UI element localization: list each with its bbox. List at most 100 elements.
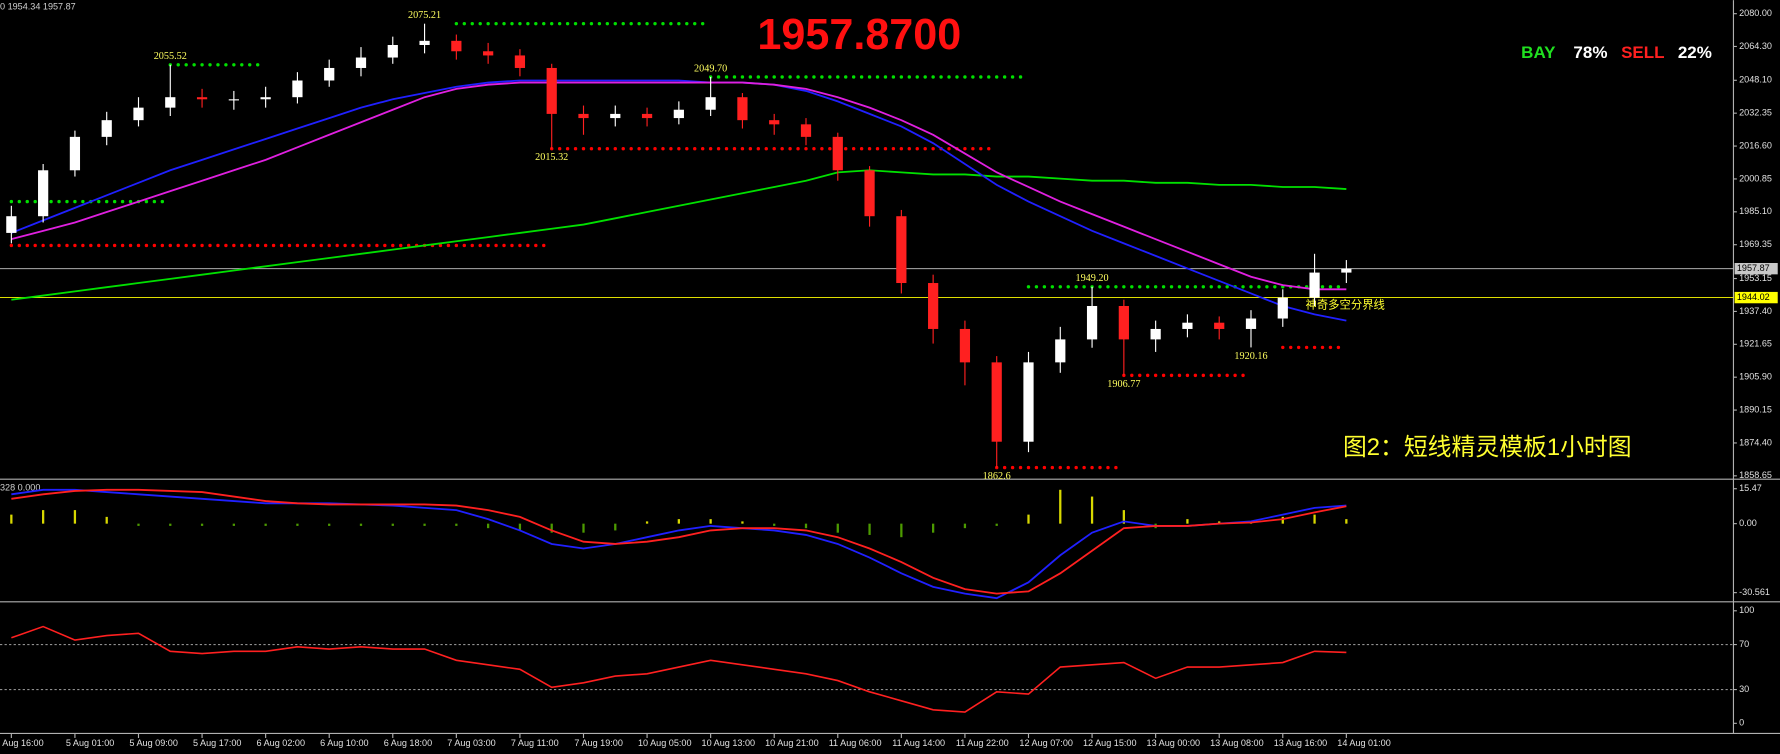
chart-title: 1957.8700 <box>757 11 961 59</box>
y-tick-label: 100 <box>1739 605 1754 615</box>
price-tag-label: 1957.87 <box>1737 263 1770 273</box>
candle-body <box>1245 318 1257 329</box>
candle-body <box>324 67 335 81</box>
annotation: 2049.70 <box>694 63 727 74</box>
candle-body <box>260 97 271 100</box>
buy-label: BAY <box>1521 43 1556 62</box>
histogram-bar <box>487 523 490 529</box>
histogram-bar <box>1313 514 1316 524</box>
histogram-bar <box>391 523 394 526</box>
x-tick-label: 11 Aug 06:00 <box>829 738 882 748</box>
candle-body <box>165 97 176 108</box>
candle-body <box>1309 272 1320 298</box>
x-tick-label: 5 Aug 01:00 <box>66 738 114 748</box>
y-tick-label: 70 <box>1739 639 1749 649</box>
annotation: 1920.16 <box>1234 351 1267 362</box>
y-tick-label: 2064.30 <box>1739 41 1772 51</box>
candle-body <box>864 170 875 217</box>
histogram-bar <box>582 523 585 533</box>
x-tick-label: 10 Aug 21:00 <box>765 738 819 748</box>
candle-body <box>1214 322 1225 329</box>
candle-body <box>133 107 144 121</box>
candle-body <box>578 113 589 119</box>
histogram-bar <box>232 523 235 526</box>
candle-body <box>1182 322 1193 329</box>
candle-body <box>705 97 716 110</box>
histogram-bar <box>677 519 680 524</box>
x-tick-label: 14 Aug 01:00 <box>1337 738 1391 748</box>
candle-body <box>737 97 748 121</box>
x-tick-label: 7 Aug 19:00 <box>574 738 622 748</box>
y-tick-label: 2016.60 <box>1739 140 1772 150</box>
histogram-bar <box>963 523 967 529</box>
histogram-bar <box>804 523 808 529</box>
candle-body <box>387 45 398 58</box>
histogram-bar <box>423 523 426 526</box>
candle-body <box>1023 362 1034 442</box>
y-tick-label: 1890.15 <box>1739 404 1772 414</box>
x-tick-label: 6 Aug 18:00 <box>384 738 432 748</box>
histogram-bar <box>1345 519 1348 524</box>
y-tick-label: 1953.15 <box>1739 273 1772 283</box>
candle-body <box>673 109 684 119</box>
histogram-bar <box>1090 496 1094 524</box>
candle-body <box>928 283 939 329</box>
y-tick-label: 2000.85 <box>1739 173 1772 183</box>
line <box>11 488 1347 600</box>
histogram-bar <box>645 521 649 524</box>
histogram-bar <box>42 510 45 524</box>
x-tick-label: 13 Aug 08:00 <box>1210 738 1264 748</box>
y-tick-label: 1969.35 <box>1739 239 1772 249</box>
candle-body <box>1277 297 1288 319</box>
histogram-bar <box>10 514 13 524</box>
x-tick-label: 5 Aug 09:00 <box>129 738 177 748</box>
y-tick-label: 1985.10 <box>1739 206 1772 216</box>
y-tick-label: 1937.40 <box>1739 306 1772 316</box>
x-tick-label: 6 Aug 10:00 <box>320 738 368 748</box>
candle-body <box>69 136 81 171</box>
x-tick-label: 5 Aug 17:00 <box>193 738 241 748</box>
y-tick-label: 2048.10 <box>1739 75 1772 85</box>
histogram-bar <box>328 523 331 526</box>
histogram-bar <box>200 523 204 526</box>
caption: 图2：短线精灵模板1小时图 <box>1343 434 1632 461</box>
line <box>11 625 1347 713</box>
sell-label: SELL <box>1621 43 1665 62</box>
annotation: 2015.32 <box>535 152 568 163</box>
histogram-bar <box>773 523 776 526</box>
y-tick-label: 15.47 <box>1739 483 1762 493</box>
candle-body <box>196 97 208 100</box>
price-tag <box>1734 291 1778 304</box>
candle-body <box>228 99 239 101</box>
candle-body <box>1150 328 1161 340</box>
histogram-bar <box>614 523 617 531</box>
line <box>11 169 1347 301</box>
histogram-bar <box>1218 521 1221 524</box>
annotation: 2075.21 <box>408 10 441 21</box>
candle-body <box>1086 305 1098 340</box>
candle-body <box>1118 305 1129 340</box>
y-tick-label: 1905.90 <box>1739 372 1772 382</box>
annotation: 1906.77 <box>1107 379 1140 390</box>
candle-body <box>355 57 367 68</box>
histogram-bar <box>900 523 903 538</box>
annotation: 1862.6 <box>983 471 1011 482</box>
macd-info: 328 0.000 <box>0 483 40 493</box>
x-tick-label: 13 Aug 16:00 <box>1274 738 1328 748</box>
candle-body <box>451 40 462 52</box>
x-tick-label: 10 Aug 13:00 <box>702 738 756 748</box>
y-tick-label: -30.561 <box>1739 587 1770 597</box>
histogram-bar <box>1281 516 1284 524</box>
candle-body <box>292 80 303 98</box>
line <box>11 79 1347 322</box>
line <box>11 488 1347 595</box>
x-tick-label: 10 Aug 05:00 <box>638 738 692 748</box>
candle-body <box>896 216 907 284</box>
histogram-bar <box>995 523 998 526</box>
histogram-bar <box>836 523 839 533</box>
price-tag <box>1734 263 1778 275</box>
x-tick-label: 11 Aug 14:00 <box>892 738 945 748</box>
line <box>11 81 1347 291</box>
histogram-bar <box>550 523 553 533</box>
